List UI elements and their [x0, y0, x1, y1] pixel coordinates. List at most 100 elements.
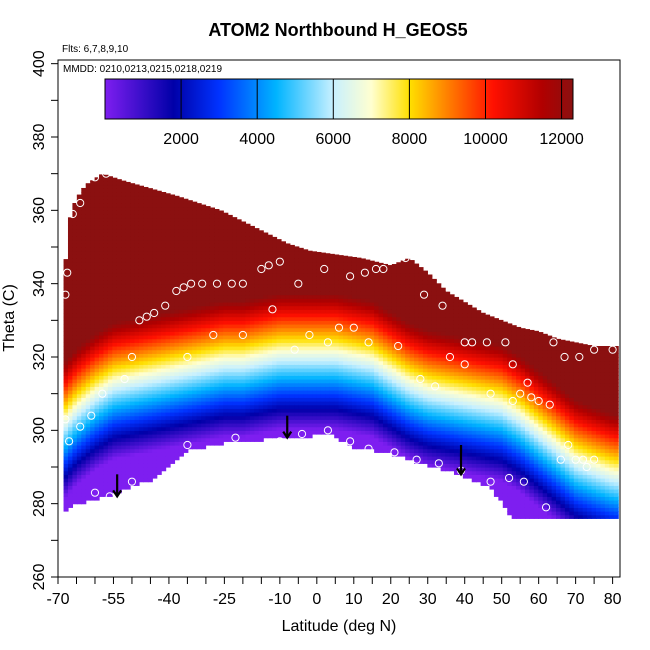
field-cell [63, 412, 69, 417]
field-cell [85, 445, 91, 450]
plot-frame [57, 59, 621, 578]
field-cell [121, 423, 127, 428]
field-cell [254, 305, 260, 310]
field-cell [165, 214, 171, 219]
field-cell [174, 408, 180, 413]
field-cell [67, 247, 74, 252]
field-cell [316, 349, 322, 354]
field-cell [289, 261, 295, 266]
field-cell [103, 368, 109, 373]
field-cell [94, 243, 100, 248]
field-cell [72, 217, 78, 222]
field-cell [289, 419, 295, 424]
field-cell [356, 335, 362, 340]
field-cell [125, 360, 131, 365]
field-cell [67, 456, 74, 461]
field-cell [214, 250, 220, 255]
field-cell [99, 379, 105, 384]
field-cell [90, 195, 96, 200]
field-cell [134, 423, 140, 428]
field-cell [347, 280, 353, 285]
field-cell [400, 364, 406, 369]
field-cell [374, 434, 380, 439]
field-cell [374, 294, 380, 299]
field-cell [316, 360, 322, 365]
field-cell [152, 401, 158, 406]
field-cell [391, 441, 397, 446]
field-cell [365, 305, 371, 310]
field-cell [245, 280, 251, 285]
field-cell [214, 342, 220, 347]
field-cell [196, 327, 202, 332]
field-cell [76, 474, 82, 479]
field-cell [307, 338, 313, 343]
field-cell [209, 265, 215, 270]
field-cell [183, 368, 189, 373]
field-cell [138, 185, 145, 189]
field-cell [245, 324, 251, 329]
field-cell [236, 357, 242, 362]
field-cell [143, 280, 149, 285]
field-cell [112, 404, 118, 409]
field-cell [72, 265, 78, 270]
field-cell [152, 423, 158, 428]
field-cell [218, 393, 224, 398]
field-cell [303, 283, 309, 288]
field-cell [378, 364, 384, 369]
field-cell [201, 280, 207, 285]
field-cell [103, 452, 109, 457]
field-cell [90, 309, 96, 314]
field-cell [103, 232, 109, 237]
field-cell [121, 269, 127, 274]
field-cell [320, 331, 326, 336]
field-cell [258, 331, 264, 336]
field-cell [351, 324, 357, 329]
field-cell [294, 246, 300, 248]
field-cell [178, 221, 184, 226]
field-cell [387, 346, 393, 351]
field-cell [382, 313, 389, 318]
field-cell [320, 419, 326, 424]
field-cell [245, 223, 251, 226]
field-cell [272, 294, 278, 299]
field-cell [81, 379, 87, 384]
field-cell [130, 195, 136, 200]
field-cell [112, 250, 118, 255]
field-cell [130, 390, 136, 395]
field-cell [183, 448, 189, 453]
field-cell [334, 276, 340, 281]
field-cell [174, 298, 180, 303]
field-cell [338, 294, 344, 299]
field-cell [249, 283, 255, 288]
field-cell [174, 379, 180, 384]
field-cell [387, 371, 393, 376]
field-cell [214, 430, 220, 435]
field-cell [130, 192, 136, 197]
field-cell [360, 261, 366, 266]
field-cell [174, 247, 180, 252]
field-cell [347, 430, 353, 435]
field-cell [378, 353, 384, 358]
field-cell [400, 390, 406, 395]
field-cell [241, 393, 247, 398]
field-cell [121, 467, 127, 472]
field-cell [116, 269, 122, 274]
field-cell [263, 243, 269, 248]
field-cell [138, 280, 145, 285]
field-cell [130, 408, 136, 413]
field-cell [329, 283, 335, 288]
field-cell [241, 426, 247, 431]
field-cell [201, 327, 207, 332]
field-cell [320, 327, 326, 332]
field-cell [130, 232, 136, 237]
field-cell [72, 430, 78, 435]
field-cell [365, 379, 371, 384]
field-cell [187, 254, 193, 259]
field-cell [205, 316, 211, 321]
field-cell [316, 404, 322, 409]
field-cell [152, 327, 158, 332]
field-cell [263, 393, 269, 398]
field-cell [170, 401, 176, 406]
field-cell [320, 423, 326, 428]
field-cell [374, 346, 380, 351]
